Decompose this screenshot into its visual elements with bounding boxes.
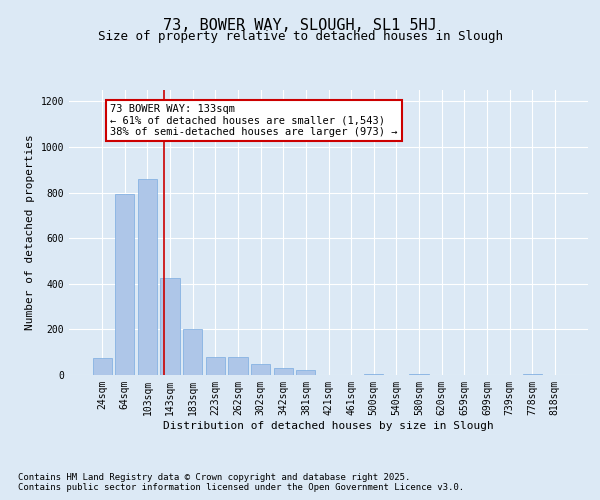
Bar — [115, 194, 134, 375]
Text: Contains public sector information licensed under the Open Government Licence v3: Contains public sector information licen… — [18, 484, 464, 492]
Text: 73, BOWER WAY, SLOUGH, SL1 5HJ: 73, BOWER WAY, SLOUGH, SL1 5HJ — [163, 18, 437, 32]
Text: Size of property relative to detached houses in Slough: Size of property relative to detached ho… — [97, 30, 503, 43]
X-axis label: Distribution of detached houses by size in Slough: Distribution of detached houses by size … — [163, 420, 494, 430]
Bar — [251, 364, 270, 375]
Bar — [409, 374, 428, 375]
Bar — [138, 179, 157, 375]
Text: 73 BOWER WAY: 133sqm
← 61% of detached houses are smaller (1,543)
38% of semi-de: 73 BOWER WAY: 133sqm ← 61% of detached h… — [110, 104, 398, 137]
Bar — [274, 368, 293, 375]
Y-axis label: Number of detached properties: Number of detached properties — [25, 134, 35, 330]
Bar — [183, 330, 202, 375]
Bar — [229, 357, 248, 375]
Text: Contains HM Land Registry data © Crown copyright and database right 2025.: Contains HM Land Registry data © Crown c… — [18, 472, 410, 482]
Bar — [296, 370, 316, 375]
Bar — [160, 278, 180, 375]
Bar — [206, 357, 225, 375]
Bar — [364, 374, 383, 375]
Bar — [523, 374, 542, 375]
Bar — [92, 358, 112, 375]
